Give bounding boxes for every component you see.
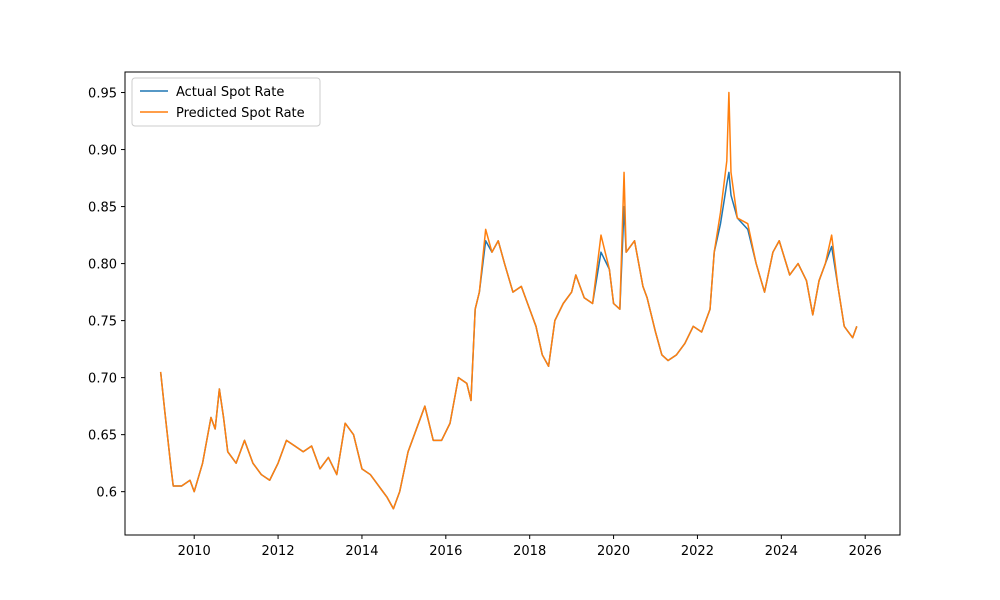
x-tick-label: 2020 [597,544,630,559]
x-tick-label: 2022 [681,544,714,559]
y-tick-label: 0.6 [96,486,117,501]
x-tick-label: 2024 [765,544,798,559]
legend-label: Predicted Spot Rate [176,106,305,121]
y-tick-label: 0.75 [88,315,117,330]
x-tick-label: 2016 [429,544,462,559]
x-tick-label: 2010 [178,544,211,559]
series-line [159,171,858,510]
legend-label: Actual Spot Rate [176,85,284,100]
x-tick-label: 2026 [849,544,882,559]
x-tick-label: 2012 [262,544,295,559]
x-tick-label: 2014 [345,544,378,559]
legend-box [131,77,321,127]
x-tick-label: 2018 [513,544,546,559]
y-tick-label: 0.80 [88,258,117,273]
series-line [159,91,858,510]
legend: Actual Spot Rate Predicted Spot Rate [131,77,321,127]
plot-frame [124,71,901,536]
y-tick-label: 0.95 [88,87,117,102]
y-tick-label: 0.90 [88,144,117,159]
y-tick-label: 0.85 [88,201,117,216]
y-tick-label: 0.70 [88,372,117,387]
y-tick-label: 0.65 [88,429,117,444]
